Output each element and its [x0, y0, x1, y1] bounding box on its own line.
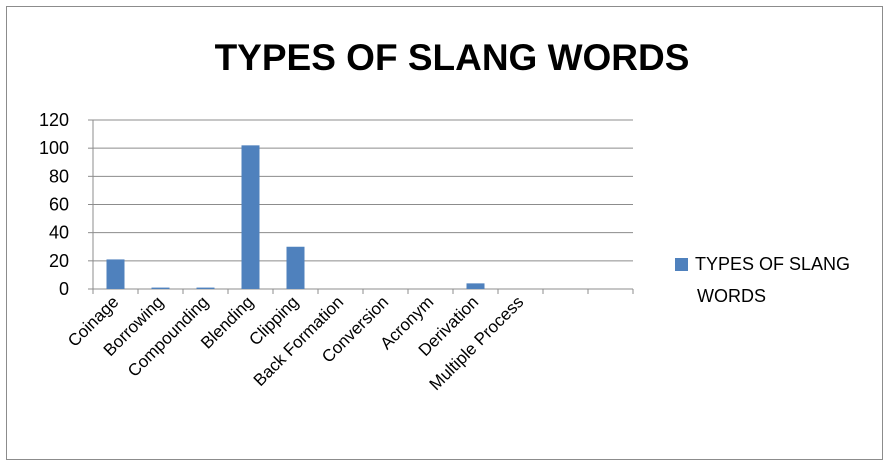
bar [241, 145, 260, 289]
legend: TYPES OF SLANG WORDS [675, 254, 850, 306]
bar [151, 287, 170, 289]
y-tick-label: 20 [49, 251, 69, 271]
legend-label-line-1: TYPES OF SLANG [695, 254, 850, 274]
bar [106, 259, 125, 289]
bar [286, 246, 305, 289]
axes [88, 119, 634, 294]
y-tick-labels: 0 20 40 60 80 100 120 [39, 110, 69, 299]
y-tick-label: 40 [49, 223, 69, 243]
gridlines [93, 119, 633, 262]
bars [106, 145, 485, 289]
legend-label-line-2: WORDS [697, 286, 766, 306]
bar [466, 283, 485, 289]
x-tick-labels: CoinageBorrowingCompoundingBlendingClipp… [64, 292, 527, 394]
y-tick-label: 120 [39, 110, 69, 130]
y-tick-label: 60 [49, 195, 69, 215]
y-tick-label: 100 [39, 138, 69, 158]
bar [196, 287, 215, 289]
y-tick-label: 0 [59, 279, 69, 299]
chart-title: TYPES OF SLANG WORDS [215, 37, 690, 78]
y-tick-label: 80 [49, 166, 69, 186]
legend-swatch [675, 258, 688, 271]
